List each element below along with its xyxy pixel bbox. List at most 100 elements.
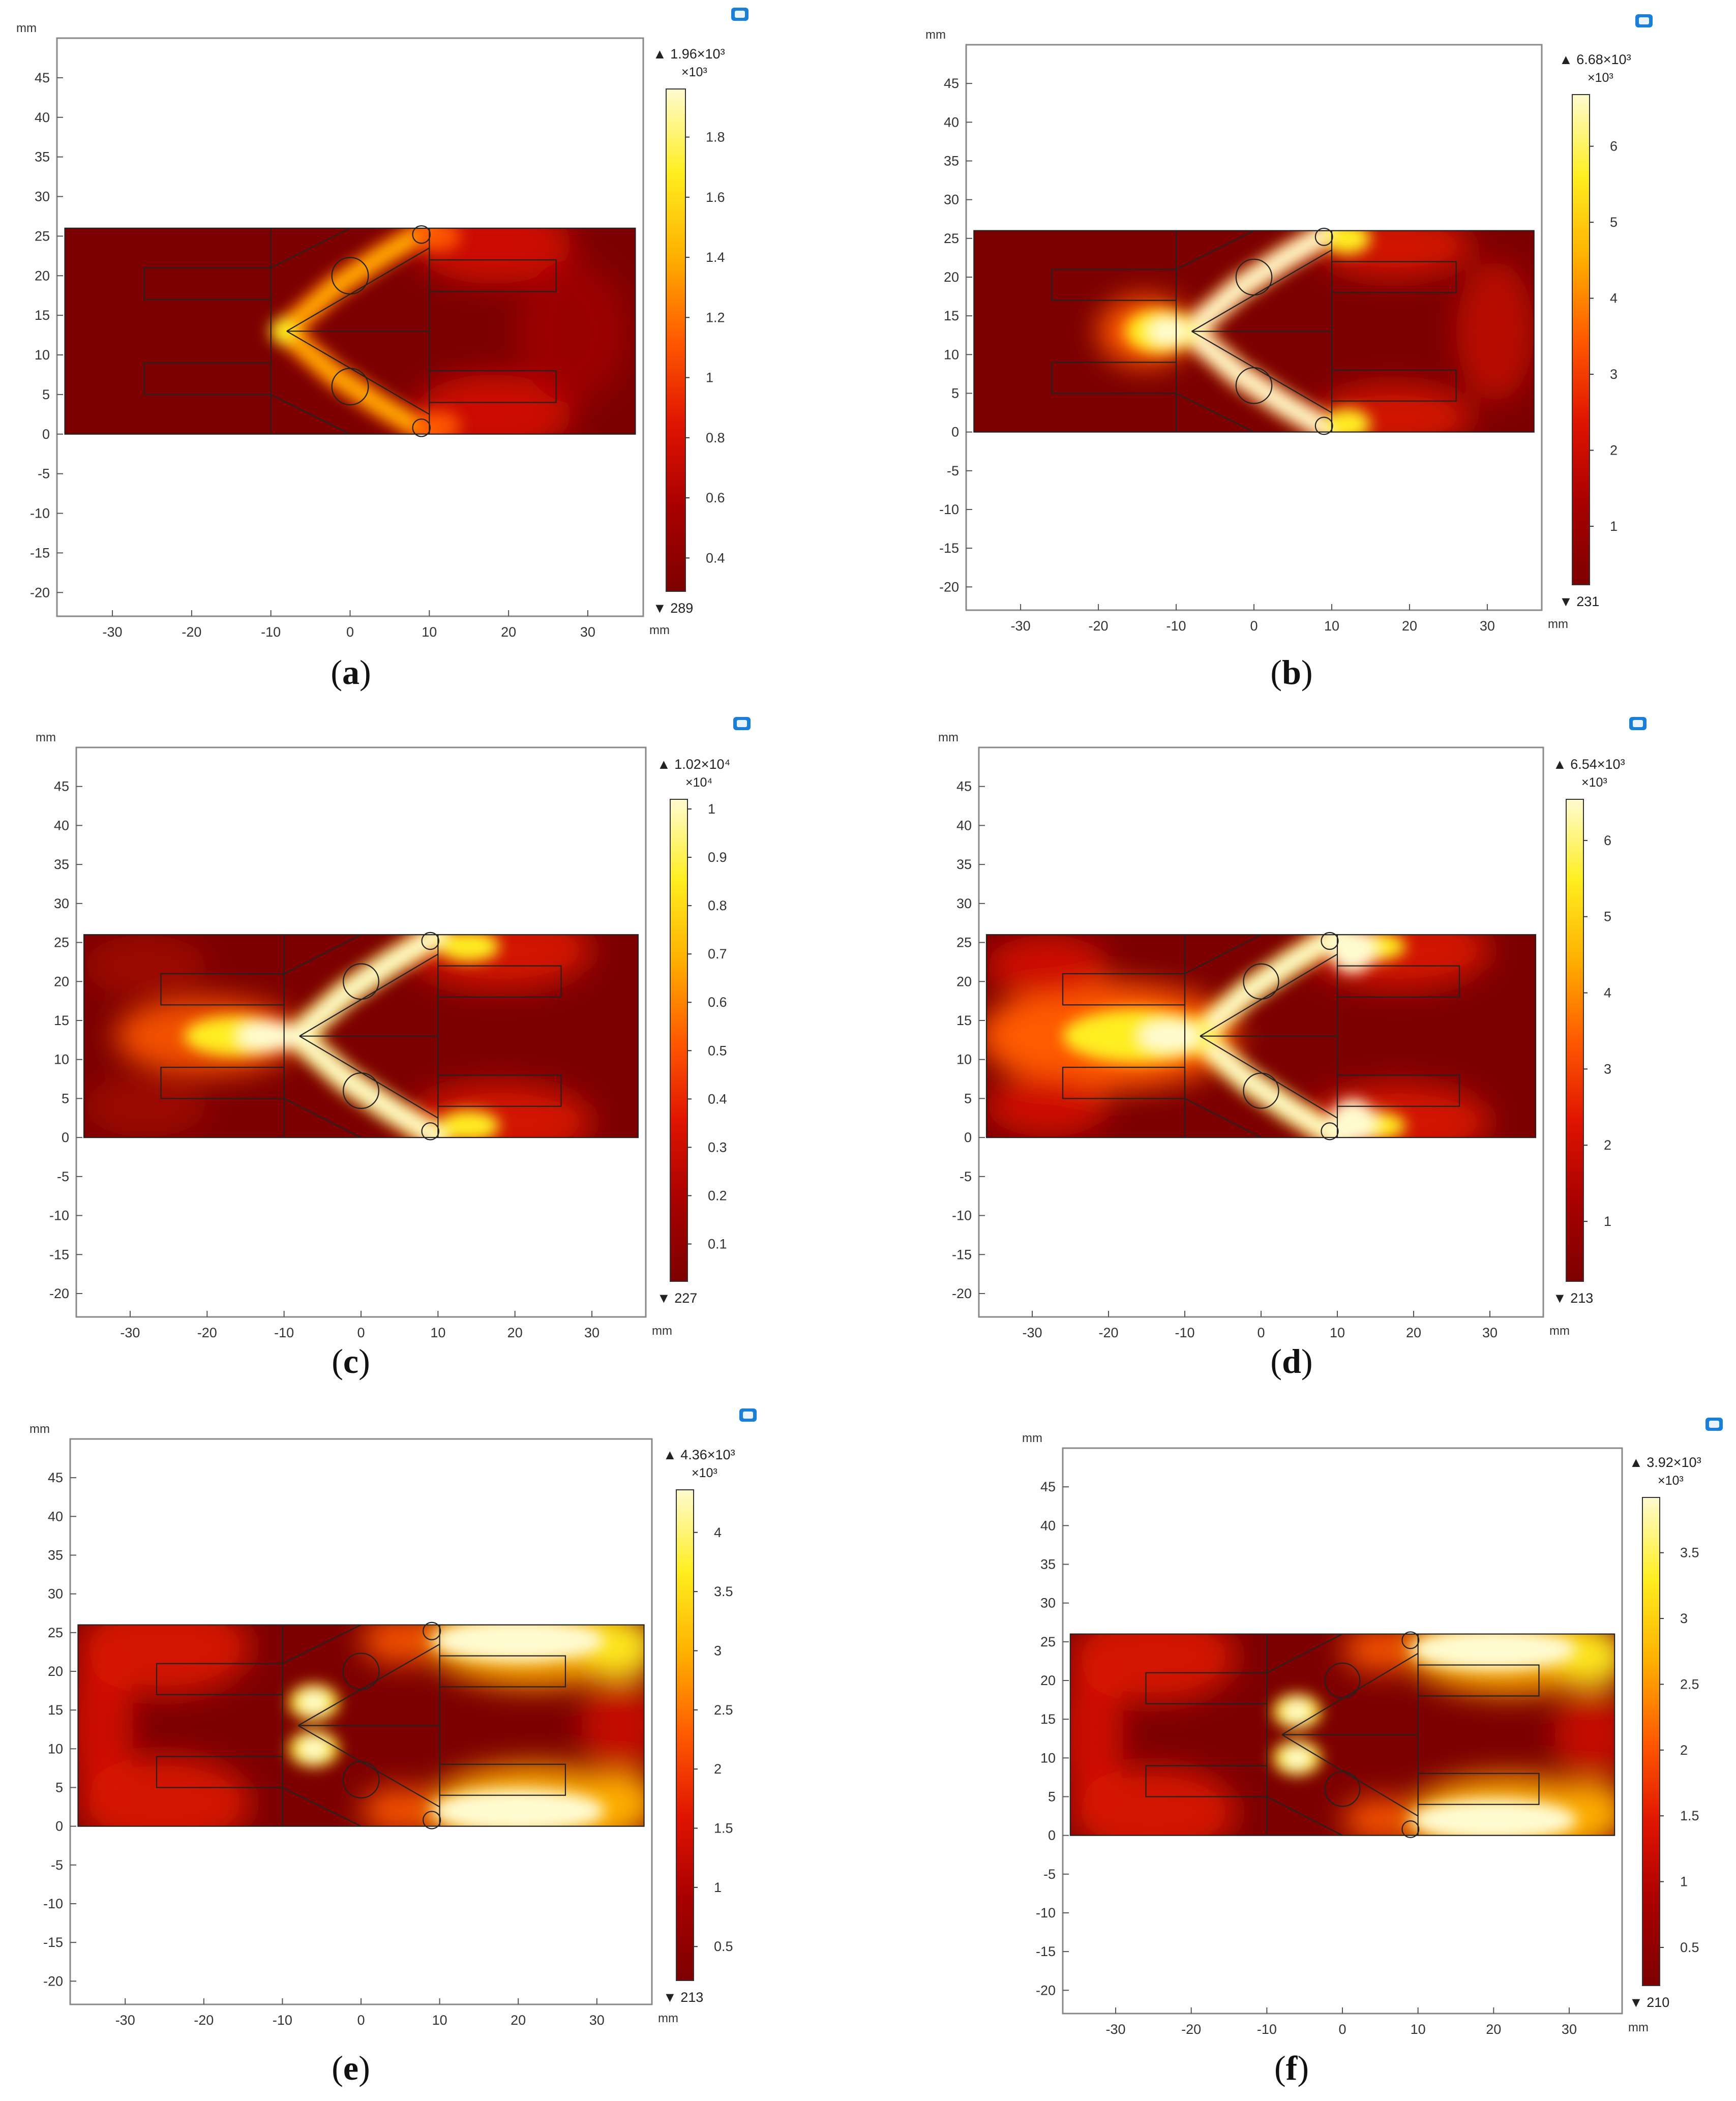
colorbar-tick-label: 0.1 — [708, 1237, 727, 1252]
y-tick-label: 40 — [48, 1509, 63, 1524]
colorbar-tick-label: 0.5 — [1680, 1940, 1699, 1955]
colorbar-tick-label: 3 — [1680, 1611, 1688, 1626]
colorbar-min-label: ▼ 213 — [1553, 1290, 1593, 1306]
x-tick-label: -20 — [1181, 2022, 1201, 2037]
y-tick-label: 15 — [48, 1702, 63, 1718]
x-tick-label: -20 — [1098, 1325, 1118, 1340]
colorbar-tick-label: 2 — [714, 1761, 722, 1777]
app-logo-icon — [1705, 1418, 1723, 1431]
colorbar-multiplier: ×10³ — [1658, 1474, 1684, 1488]
colorbar-max-label: ▲ 1.02×10⁴ — [657, 757, 730, 772]
y-tick-label: 25 — [1040, 1634, 1056, 1649]
colorbar-tick-label: 1 — [708, 801, 715, 817]
y-tick-label: 35 — [944, 153, 959, 168]
panel-caption: (d) — [1270, 1342, 1312, 1380]
y-tick-label: 0 — [62, 1130, 69, 1145]
y-tick-label: 30 — [48, 1586, 63, 1602]
y-tick-label: -20 — [1036, 1983, 1056, 1998]
y-tick-label: 45 — [48, 1470, 63, 1485]
y-tick-label: 20 — [48, 1664, 63, 1679]
geometry-outline — [1069, 1631, 1615, 1838]
colorbar-multiplier: ×10³ — [692, 1466, 717, 1480]
y-tick-label: -5 — [947, 463, 959, 478]
y-tick-label: 15 — [1040, 1712, 1056, 1727]
y-unit-label: mm — [925, 28, 946, 42]
colorbar-tick-label: 1.6 — [706, 190, 725, 205]
colorbar-tick-label: 0.8 — [706, 430, 725, 445]
y-unit-label: mm — [16, 21, 37, 35]
geometry-outline — [64, 225, 636, 437]
colorbar-min-label: ▼ 231 — [1559, 594, 1599, 609]
colorbar-tick-label: 0.6 — [706, 490, 725, 505]
y-tick-label: -5 — [51, 1857, 63, 1873]
y-tick-label: -20 — [30, 585, 50, 600]
x-tick-label: -20 — [194, 2013, 214, 2028]
y-tick-label: 35 — [48, 1547, 63, 1563]
y-tick-label: 25 — [54, 935, 69, 950]
colorbar-tick-label: 0.3 — [708, 1139, 727, 1155]
colorbar-min-label: ▼ 213 — [663, 1990, 703, 2005]
panel-caption: (c) — [332, 1342, 370, 1380]
y-tick-label: -15 — [952, 1247, 972, 1262]
y-tick-label: 45 — [944, 76, 959, 91]
x-tick-label: -30 — [1022, 1325, 1042, 1340]
x-tick-label: 0 — [1257, 1325, 1265, 1340]
x-tick-label: 30 — [1482, 1325, 1498, 1340]
colorbar-tick-label: 4 — [1604, 985, 1611, 1001]
x-tick-label: 30 — [589, 2013, 605, 2028]
y-tick-label: 10 — [35, 347, 50, 363]
colorbar-tick-label: 2.5 — [1680, 1676, 1699, 1692]
x-tick-label: 30 — [1562, 2022, 1577, 2037]
y-tick-label: 25 — [48, 1625, 63, 1640]
y-tick-label: -15 — [1036, 1944, 1056, 1959]
x-unit-label: mm — [1628, 2021, 1649, 2034]
x-tick-label: -10 — [1175, 1325, 1194, 1340]
x-tick-label: 10 — [432, 2013, 447, 2028]
colorbar-tick-label: 1 — [1610, 519, 1618, 534]
y-tick-label: 30 — [956, 896, 972, 911]
colorbar-min-label: ▼ 289 — [653, 601, 693, 616]
colorbar-max-label: ▲ 1.96×10³ — [653, 46, 725, 62]
y-tick-label: 20 — [54, 974, 69, 989]
y-tick-label: 35 — [956, 857, 972, 872]
y-tick-label: 0 — [964, 1130, 972, 1145]
y-tick-label: -15 — [49, 1247, 69, 1262]
y-tick-label: -10 — [939, 502, 959, 517]
panel-caption: (e) — [332, 2049, 370, 2087]
colorbar-tick-label: 0.2 — [708, 1188, 727, 1203]
colorbar-multiplier: ×10³ — [1588, 71, 1613, 85]
x-unit-label: mm — [1548, 617, 1568, 631]
y-tick-label: 40 — [1040, 1518, 1056, 1533]
colorbar-tick-label: 0.9 — [708, 850, 727, 865]
app-logo-icon — [731, 8, 749, 21]
y-tick-label: 40 — [35, 110, 50, 125]
panel-caption: (b) — [1270, 653, 1312, 692]
colorbar-tick-label: 2.5 — [714, 1702, 733, 1718]
y-tick-label: 35 — [35, 149, 50, 165]
y-tick-label: 10 — [48, 1741, 63, 1756]
app-logo-icon — [1629, 717, 1647, 730]
y-tick-label: -10 — [43, 1896, 63, 1911]
colorbar — [666, 88, 686, 592]
y-tick-label: 40 — [54, 818, 69, 833]
y-tick-label: 20 — [956, 974, 972, 989]
y-tick-label: 20 — [944, 269, 959, 285]
y-tick-label: 25 — [956, 935, 972, 950]
x-tick-label: -10 — [273, 2013, 292, 2028]
colorbar-tick-label: 1.4 — [706, 250, 725, 265]
y-tick-label: 30 — [54, 896, 69, 911]
x-tick-label: 0 — [357, 2013, 365, 2028]
colorbar-tick-label: 0.4 — [708, 1091, 727, 1106]
y-tick-label: 20 — [35, 268, 50, 283]
y-tick-label: 35 — [1040, 1556, 1056, 1572]
y-tick-label: 0 — [55, 1819, 63, 1834]
y-tick-label: 30 — [35, 189, 50, 204]
colorbar — [1566, 799, 1584, 1282]
panel-e: mm mm -30 -20 -10 0 10 20 30 -20 -15 -10 -5 0 5 10 15 20 2… — [29, 1408, 757, 2087]
colorbar-multiplier: ×10³ — [681, 65, 707, 79]
colorbar-tick-label: 0.5 — [714, 1939, 733, 1954]
